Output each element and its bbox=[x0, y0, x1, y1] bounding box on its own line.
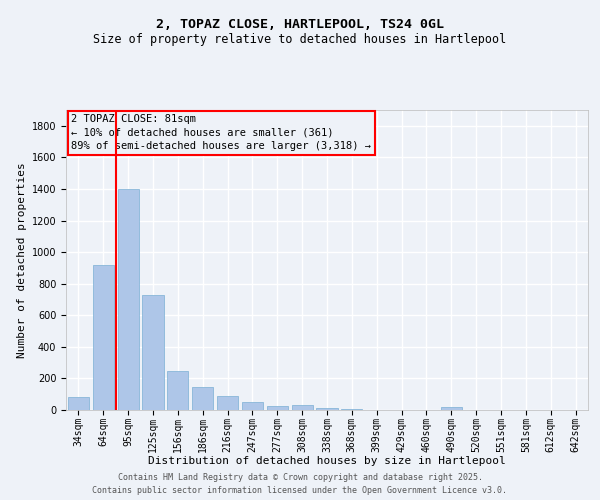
Bar bbox=[316, 408, 338, 410]
Bar bbox=[68, 398, 89, 410]
Bar bbox=[142, 294, 164, 410]
Text: 2 TOPAZ CLOSE: 81sqm
← 10% of detached houses are smaller (361)
89% of semi-deta: 2 TOPAZ CLOSE: 81sqm ← 10% of detached h… bbox=[71, 114, 371, 151]
Bar bbox=[192, 386, 213, 410]
Bar bbox=[217, 396, 238, 410]
X-axis label: Distribution of detached houses by size in Hartlepool: Distribution of detached houses by size … bbox=[148, 456, 506, 466]
Text: 2, TOPAZ CLOSE, HARTLEPOOL, TS24 0GL: 2, TOPAZ CLOSE, HARTLEPOOL, TS24 0GL bbox=[156, 18, 444, 30]
Bar bbox=[292, 406, 313, 410]
Text: Contains HM Land Registry data © Crown copyright and database right 2025.
Contai: Contains HM Land Registry data © Crown c… bbox=[92, 474, 508, 495]
Bar bbox=[93, 264, 114, 410]
Bar bbox=[242, 402, 263, 410]
Bar bbox=[441, 407, 462, 410]
Bar bbox=[167, 371, 188, 410]
Bar bbox=[341, 408, 362, 410]
Y-axis label: Number of detached properties: Number of detached properties bbox=[17, 162, 28, 358]
Bar bbox=[267, 406, 288, 410]
Text: Size of property relative to detached houses in Hartlepool: Size of property relative to detached ho… bbox=[94, 32, 506, 46]
Bar bbox=[118, 189, 139, 410]
